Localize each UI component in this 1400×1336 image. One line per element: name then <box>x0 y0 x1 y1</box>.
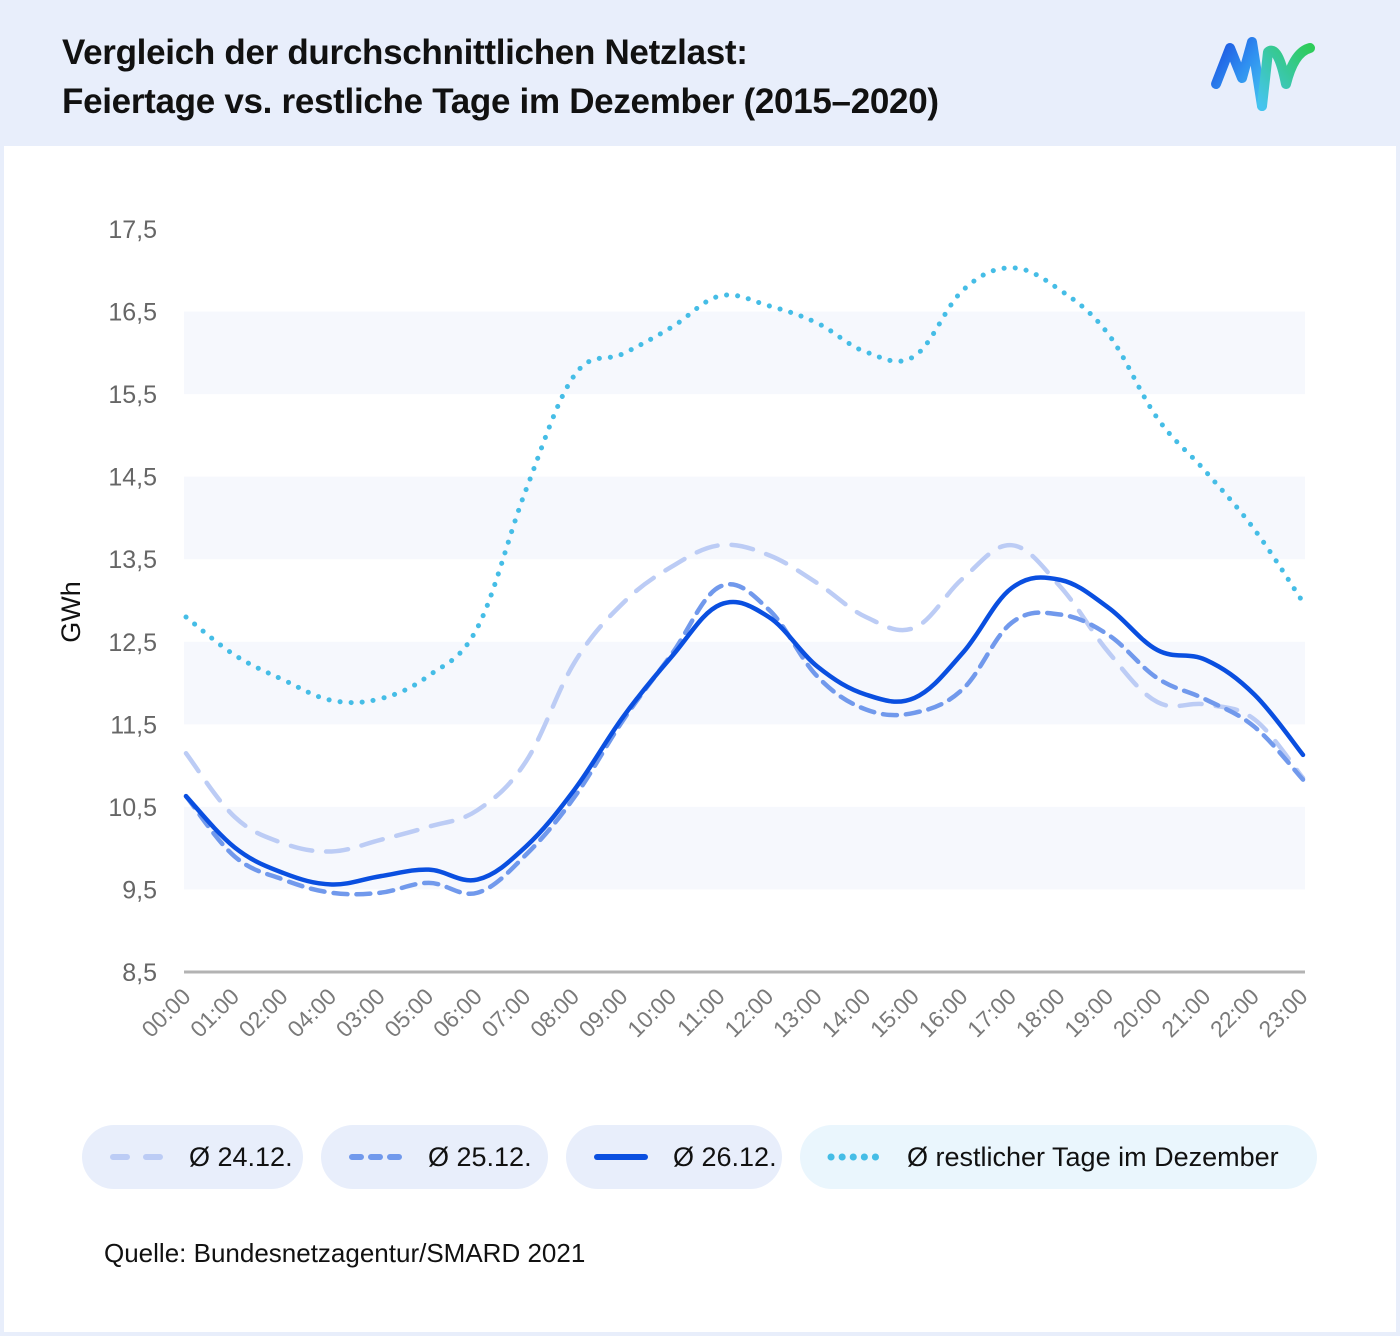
legend-item-s2512: Ø 25.12. <box>321 1125 548 1189</box>
legend-label: Ø 26.12. <box>673 1141 777 1172</box>
x-tick-label: 02:00 <box>234 983 293 1042</box>
y-axis-label: GWh <box>56 581 86 643</box>
y-tick-label: 16,5 <box>108 299 157 327</box>
grid-band <box>184 806 1305 890</box>
x-tick-label: 04:00 <box>282 983 341 1042</box>
x-tick-label: 20:00 <box>1108 983 1167 1042</box>
x-tick-label: 19:00 <box>1059 983 1118 1042</box>
x-tick-label: 14:00 <box>816 983 875 1042</box>
legend-swatch-icon <box>827 1153 885 1161</box>
legend-item-rest: Ø restlicher Tage im Dezember <box>800 1125 1317 1189</box>
y-axis-ticks: 17,5 16,5 15,5 14,5 13,5 12,5 11,5 10,5 9,5 8,5 <box>108 216 157 987</box>
x-tick-label: 13:00 <box>768 983 827 1042</box>
x-tick-label: 06:00 <box>428 983 487 1042</box>
y-tick-label: 14,5 <box>108 464 157 492</box>
title-line-1: Vergleich der durchschnittlichen Netzlas… <box>62 33 748 72</box>
series-line-rest <box>183 265 1306 706</box>
x-tick-label: 08:00 <box>525 983 584 1042</box>
x-axis-ticks: 00:0001:0002:0004:0003:0005:0006:0007:00… <box>136 983 1312 1042</box>
legend-swatch-icon <box>110 1154 164 1160</box>
x-tick-label: 23:00 <box>1253 983 1312 1042</box>
y-tick-label: 17,5 <box>108 216 157 244</box>
legend-swatch-icon <box>349 1154 403 1160</box>
series-line-s2412 <box>183 542 1306 854</box>
x-tick-label: 11:00 <box>672 983 730 1041</box>
series-line-s2612 <box>183 575 1306 887</box>
x-tick-label: 07:00 <box>476 983 535 1042</box>
x-tick-label: 22:00 <box>1205 983 1264 1042</box>
chart-title: Vergleich der durchschnittlichen Netzlas… <box>62 28 939 126</box>
y-tick-label: 8,5 <box>122 959 157 987</box>
grid-bands <box>184 311 1305 890</box>
y-tick-label: 12,5 <box>108 629 157 657</box>
x-tick-label: 03:00 <box>331 983 390 1042</box>
x-tick-label: 15:00 <box>865 983 924 1042</box>
y-tick-label: 11,5 <box>110 711 157 739</box>
logo-icon <box>1211 37 1315 111</box>
series-lines <box>183 265 1306 897</box>
y-tick-label: 9,5 <box>122 876 157 904</box>
title-line-2: Feiertage vs. restliche Tage im Dezember… <box>62 82 939 121</box>
x-tick-label: 18:00 <box>1011 983 1070 1042</box>
x-tick-label: 09:00 <box>574 983 633 1042</box>
x-tick-label: 10:00 <box>622 983 681 1042</box>
legend-label: Ø 24.12. <box>189 1141 293 1172</box>
y-tick-label: 10,5 <box>108 794 157 822</box>
grid-band <box>184 311 1305 395</box>
x-tick-label: 16:00 <box>913 983 972 1042</box>
x-tick-label: 21:00 <box>1156 983 1215 1042</box>
legend-label: Ø 25.12. <box>428 1141 532 1172</box>
y-tick-label: 13,5 <box>108 546 157 574</box>
legend-label: Ø restlicher Tage im Dezember <box>907 1141 1279 1172</box>
x-tick-label: 17:00 <box>962 983 1021 1042</box>
grid-band <box>184 641 1305 725</box>
source-note: Quelle: Bundesnetzagentur/SMARD 2021 <box>104 1238 586 1268</box>
y-tick-label: 15,5 <box>108 381 157 409</box>
header: Vergleich der durchschnittlichen Netzlas… <box>0 0 1400 146</box>
x-tick-label: 01:00 <box>185 983 244 1042</box>
x-tick-label: 12:00 <box>719 983 778 1042</box>
legend-item-s2612: Ø 26.12. <box>566 1125 782 1189</box>
series-line-s2512 <box>183 582 1306 897</box>
x-tick-label: 00:00 <box>136 983 195 1042</box>
x-tick-label: 05:00 <box>379 983 438 1042</box>
legend-swatch-icon <box>594 1154 648 1160</box>
legend-item-s2412: Ø 24.12. <box>82 1125 303 1189</box>
